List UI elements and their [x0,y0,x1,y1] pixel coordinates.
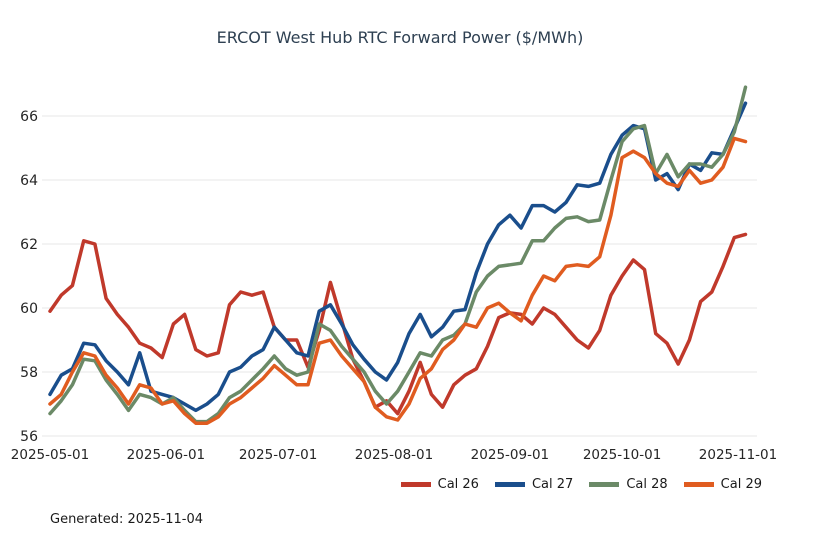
y-tick-label-66: 66 [20,109,38,125]
x-tick-label-2025-06-01: 2025-06-01 [127,447,205,463]
series-line-cal-27 [48,101,748,413]
legend-label: Cal 28 [626,477,668,492]
legend-label: Cal 27 [531,477,574,492]
legend-swatch-icon [683,482,714,487]
x-tick-label-2025-08-01: 2025-08-01 [355,447,433,463]
legend-swatch-icon [494,482,525,487]
legend-label: Cal 29 [720,477,762,492]
series-line-cal-28 [48,85,748,424]
legend-item-cal-27: Cal 27 [494,477,574,492]
x-tick-label-2025-10-01: 2025-10-01 [583,447,661,463]
legend-item-cal-29: Cal 29 [683,477,762,492]
x-tick-label-2025-07-01: 2025-07-01 [239,447,317,463]
chart-title: ERCOT West Hub RTC Forward Power ($/MWh) [216,28,584,47]
legend-item-cal-26: Cal 26 [400,477,479,492]
x-tick-label-2025-11-01: 2025-11-01 [699,447,777,463]
chart-legend: Cal 26 Cal 27 Cal 28 Cal 29 [400,477,762,492]
y-tick-label-62: 62 [20,237,38,253]
legend-swatch-icon [400,482,431,487]
y-tick-label-56: 56 [20,429,38,445]
x-tick-label-2025-09-01: 2025-09-01 [471,447,549,463]
y-tick-label-60: 60 [20,301,38,317]
legend-label: Cal 26 [437,477,479,492]
x-tick-label-2025-05-01: 2025-05-01 [11,447,89,463]
legend-swatch-icon [589,482,620,487]
generated-label: Generated: 2025-11-04 [50,512,204,527]
legend-item-cal-28: Cal 28 [589,477,668,492]
y-tick-label-58: 58 [20,365,38,381]
series-line-cal-26 [48,232,748,416]
y-tick-label-64: 64 [20,173,38,189]
series-line-cal-29 [48,136,748,425]
